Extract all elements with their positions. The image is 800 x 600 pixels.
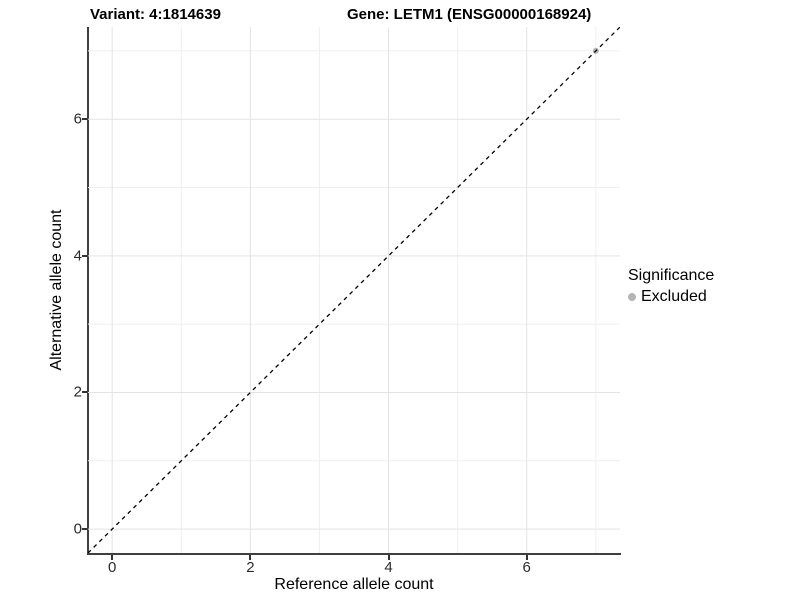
panel-canvas xyxy=(88,27,620,553)
legend-item-label: Excluded xyxy=(641,288,707,305)
y-tick-mark xyxy=(82,528,87,531)
x-tick-mark xyxy=(525,555,528,560)
x-tick-mark xyxy=(249,555,252,560)
y-tick-mark xyxy=(82,254,87,257)
x-tick-label: 2 xyxy=(246,559,255,576)
x-tick-mark xyxy=(387,555,390,560)
y-axis-line xyxy=(87,27,89,555)
y-tick-label: 2 xyxy=(73,383,82,401)
y-tick-label: 0 xyxy=(73,520,82,538)
x-tick-label: 4 xyxy=(384,559,393,576)
legend-title: Significance xyxy=(628,267,715,284)
plot-title-gene: Gene: LETM1 (ENSG00000168924) xyxy=(347,6,592,23)
x-axis-line xyxy=(87,553,621,555)
plot-title-variant: Variant: 4:1814639 xyxy=(90,6,221,23)
y-axis-title: Alternative allele count xyxy=(48,209,65,371)
y-tick-label: 6 xyxy=(73,110,82,128)
y-tick-mark xyxy=(82,118,87,121)
legend-point-icon xyxy=(628,293,636,301)
y-tick-mark xyxy=(82,391,87,394)
y-tick-label: 4 xyxy=(73,247,82,265)
legend-items: Excluded xyxy=(628,288,714,306)
legend: Significance Excluded xyxy=(628,267,714,306)
legend-item-excluded: Excluded xyxy=(628,288,714,306)
x-tick-label: 0 xyxy=(108,559,117,576)
x-axis-title: Reference allele count xyxy=(274,576,434,593)
plot-panel xyxy=(88,27,620,553)
identity-line xyxy=(88,27,620,553)
x-tick-mark xyxy=(111,555,114,560)
x-tick-label: 6 xyxy=(522,559,531,576)
